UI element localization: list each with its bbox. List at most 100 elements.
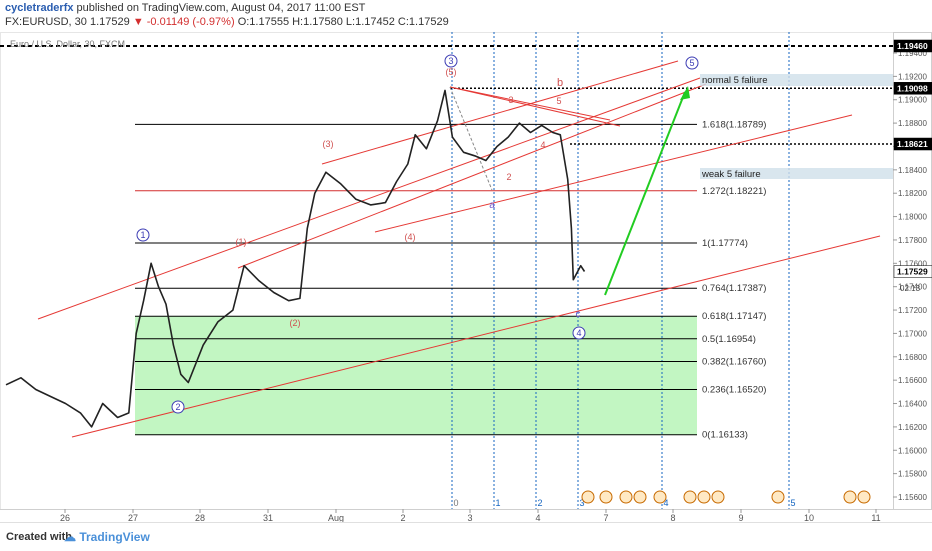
y-tick-label: 1.19000: [898, 96, 927, 105]
publish-info: published on TradingView.com, August 04,…: [73, 2, 366, 14]
y-tick-label: 1.17800: [898, 236, 927, 245]
wave-label-3: 3: [448, 56, 453, 66]
price-line[interactable]: [5, 89, 586, 428]
fib-label: 1.618(1.18789): [702, 119, 766, 130]
subwave-label-2: (2): [290, 318, 301, 328]
wedge-upper[interactable]: [321, 60, 679, 165]
last-price: 1.17529: [89, 16, 130, 28]
subwave-label-b: b: [557, 77, 563, 89]
cloud-icon: ☁: [64, 530, 76, 544]
author-name[interactable]: cycletraderfx: [5, 2, 74, 14]
x-tick-label: 26: [60, 513, 70, 522]
event-flag-icon[interactable]: [843, 490, 857, 504]
y-tick-label: 1.16800: [898, 353, 927, 362]
event-flag-icon[interactable]: [619, 490, 633, 504]
wave-circle-4: [572, 326, 586, 340]
subwave-label-c: c: [576, 309, 581, 320]
minor-label-4: 4: [540, 140, 545, 150]
projection-arrow[interactable]: [604, 91, 686, 296]
price-tag: [893, 82, 932, 95]
price-tag: [893, 39, 932, 53]
annotation-box-normal: [700, 74, 893, 86]
wave-circle-1: [136, 228, 150, 242]
economic-events: [581, 490, 871, 504]
tradingview-logo[interactable]: ☁ TradingView: [64, 530, 150, 544]
wave-3-4-link: [449, 86, 493, 191]
fib-label: 0.618(1.17147): [702, 311, 766, 322]
trend-extension[interactable]: [237, 83, 707, 269]
x-tick-label: 10: [804, 513, 814, 522]
x-tick-label: 9: [738, 513, 743, 522]
x-tick-label: 31: [263, 513, 273, 522]
price-change: -0.01149 (-0.97%): [146, 16, 235, 28]
subwave-label-1: (1): [236, 237, 247, 247]
created-with-label: Created with: [6, 531, 73, 543]
time-marker-4: 4: [663, 498, 668, 508]
event-flag-icon[interactable]: [771, 490, 785, 504]
event-flag-icon[interactable]: [653, 490, 667, 504]
cycle-lines: [451, 32, 790, 509]
fib-label: 0.382(1.16760): [702, 356, 766, 367]
subwave-label-3: (3): [323, 139, 334, 149]
time-marker-1: 1: [495, 498, 500, 508]
wave-label-1: 1: [140, 230, 145, 240]
wave-label-4: 4: [576, 328, 581, 338]
event-flag-icon[interactable]: [599, 490, 613, 504]
y-tick-label: 1.16000: [898, 446, 927, 455]
fib-label: 0(1.16133): [702, 430, 748, 441]
chart-legend: Euro / U.S. Dollar, 30, FXCM: [10, 39, 125, 49]
wave-label-2: 2: [175, 402, 180, 412]
y-tick-label: 1.16200: [898, 423, 927, 432]
price-chart[interactable]: 1.194001.192001.190001.188001.186001.184…: [0, 0, 932, 522]
event-flag-icon[interactable]: [711, 490, 725, 504]
event-flag-icon[interactable]: [857, 490, 871, 504]
price-tag-label: 1.18621: [897, 139, 928, 149]
x-tick-label: 11: [871, 513, 880, 522]
event-flag-icon[interactable]: [697, 490, 711, 504]
y-tick-label: 1.17600: [898, 259, 927, 268]
y-tick-label: 1.19200: [898, 72, 927, 81]
x-tick-label: 3: [467, 513, 472, 522]
channel-lines: [37, 60, 881, 438]
wave-label-5: 5: [689, 58, 694, 68]
y-tick-label: 1.18200: [898, 189, 927, 198]
x-tick-label: 4: [535, 513, 540, 522]
channel-bottom[interactable]: [71, 235, 881, 438]
price-tag: [893, 265, 932, 278]
arrow-head-icon: [680, 86, 690, 100]
wave-circle-5: [685, 56, 699, 70]
x-tick-label: Aug: [328, 513, 344, 522]
x-tick-label: 27: [128, 513, 138, 522]
event-flag-icon[interactable]: [683, 490, 697, 504]
fib-label: 0.236(1.16520): [702, 385, 766, 396]
triangle-top[interactable]: [449, 86, 621, 127]
event-flag-icon[interactable]: [633, 490, 647, 504]
footer-bar: Created with ☁ TradingView: [0, 522, 932, 551]
minor-label-2: 2: [506, 172, 511, 182]
y-tick-label: 1.19400: [898, 49, 927, 58]
wave-circle-2: [171, 400, 185, 414]
price-tag-label: 1.19460: [897, 41, 928, 51]
event-flag-icon[interactable]: [581, 490, 595, 504]
y-tick-label: 1.17000: [898, 329, 927, 338]
time-marker-2: 2: [537, 498, 542, 508]
fib-zone: [135, 316, 697, 435]
fib-label: 0.764(1.17387): [702, 283, 766, 294]
channel-top[interactable]: [37, 77, 701, 320]
time-marker-0: 0: [453, 498, 458, 508]
time-marker-3: 3: [579, 498, 584, 508]
ohlc-values: O:1.17555 H:1.17580 L:1.17452 C:1.17529: [237, 16, 449, 28]
y-tick-label: 1.16400: [898, 400, 927, 409]
price-tags: 1.19460 1.19098 1.18621 1.17529: [893, 39, 932, 278]
x-tick-label: 2: [400, 513, 405, 522]
y-tick-label: 1.17200: [898, 306, 927, 315]
triangle-side[interactable]: [449, 86, 611, 121]
fib-levels: 1.618(1.18789) 1.272(1.18221) 1(1.17774) 0.…: [135, 119, 766, 441]
y-tick-label: 1.15800: [898, 470, 927, 479]
x-tick-label: 7: [603, 513, 608, 522]
x-tick-label: 28: [195, 513, 205, 522]
wedge-lower[interactable]: [374, 114, 853, 233]
subwave-label-4: (4): [405, 232, 416, 242]
brand-label: TradingView: [79, 530, 150, 544]
time-marker-5: 5: [790, 498, 795, 508]
